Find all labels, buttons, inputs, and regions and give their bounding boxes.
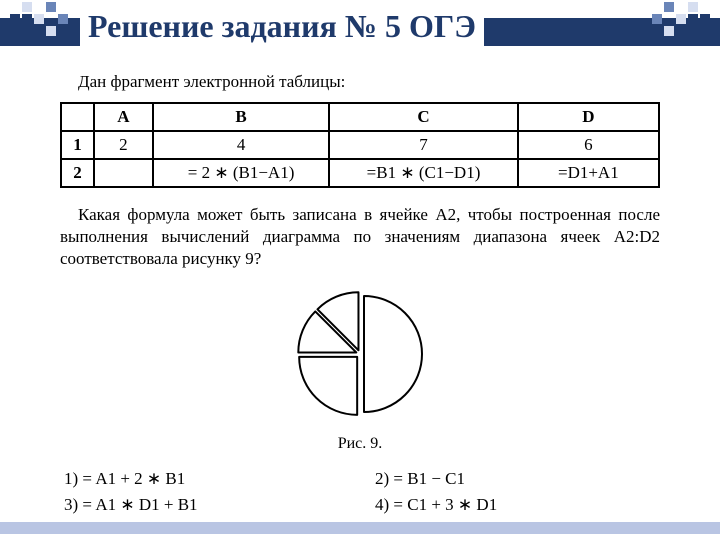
- footer-band: [0, 522, 720, 534]
- col-header-b: B: [153, 103, 330, 131]
- cell-c1: 7: [329, 131, 517, 159]
- answer-text: = A1 + 2 ∗ B1: [82, 469, 185, 488]
- answer-option: 4) = C1 + 3 ∗ D1: [375, 495, 656, 515]
- pie-chart: [60, 284, 660, 429]
- answer-option: 3) = A1 ∗ D1 + B1: [64, 495, 345, 515]
- answer-option: 2) = B1 − C1: [375, 469, 656, 489]
- row-head: 1: [61, 131, 94, 159]
- header: Решение задания № 5 ОГЭ: [0, 0, 720, 56]
- answer-number: 2): [375, 469, 389, 488]
- answer-number: 3): [64, 495, 78, 514]
- answer-text: = A1 ∗ D1 + B1: [82, 495, 197, 514]
- answer-options: 1) = A1 + 2 ∗ B1 2) = B1 − C1 3) = A1 ∗ …: [60, 469, 660, 515]
- cell-a2: [94, 159, 153, 187]
- answer-number: 4): [375, 495, 389, 514]
- table-row: 2 = 2 ∗ (B1−A1) =B1 ∗ (C1−D1) =D1+A1: [61, 159, 659, 187]
- cell-c2: =B1 ∗ (C1−D1): [329, 159, 517, 187]
- col-header-c: C: [329, 103, 517, 131]
- content: Дан фрагмент электронной таблицы: A B C …: [0, 56, 720, 515]
- answer-text: = C1 + 3 ∗ D1: [393, 495, 497, 514]
- table-row: 1 2 4 7 6: [61, 131, 659, 159]
- col-header-d: D: [518, 103, 659, 131]
- cell-d1: 6: [518, 131, 659, 159]
- deco-squares-left: [10, 2, 68, 36]
- deco-squares-right: [652, 2, 710, 36]
- table-header-row: A B C D: [61, 103, 659, 131]
- answer-number: 1): [64, 469, 78, 488]
- cell-d2: =D1+A1: [518, 159, 659, 187]
- cell-a1: 2: [94, 131, 153, 159]
- pie-caption: Рис. 9.: [60, 435, 660, 453]
- page-title: Решение задания № 5 ОГЭ: [80, 6, 484, 47]
- question-text: Какая формула может быть записана в ячей…: [60, 204, 660, 270]
- answer-option: 1) = A1 + 2 ∗ B1: [64, 469, 345, 489]
- table-caption: Дан фрагмент электронной таблицы:: [78, 72, 660, 92]
- col-header-a: A: [94, 103, 153, 131]
- answer-text: = B1 − C1: [393, 469, 465, 488]
- cell-b1: 4: [153, 131, 330, 159]
- cell-b2: = 2 ∗ (B1−A1): [153, 159, 330, 187]
- row-head: 2: [61, 159, 94, 187]
- spreadsheet-table: A B C D 1 2 4 7 6 2 = 2 ∗ (B1−A1) =B1 ∗ …: [60, 102, 660, 188]
- corner-cell: [61, 103, 94, 131]
